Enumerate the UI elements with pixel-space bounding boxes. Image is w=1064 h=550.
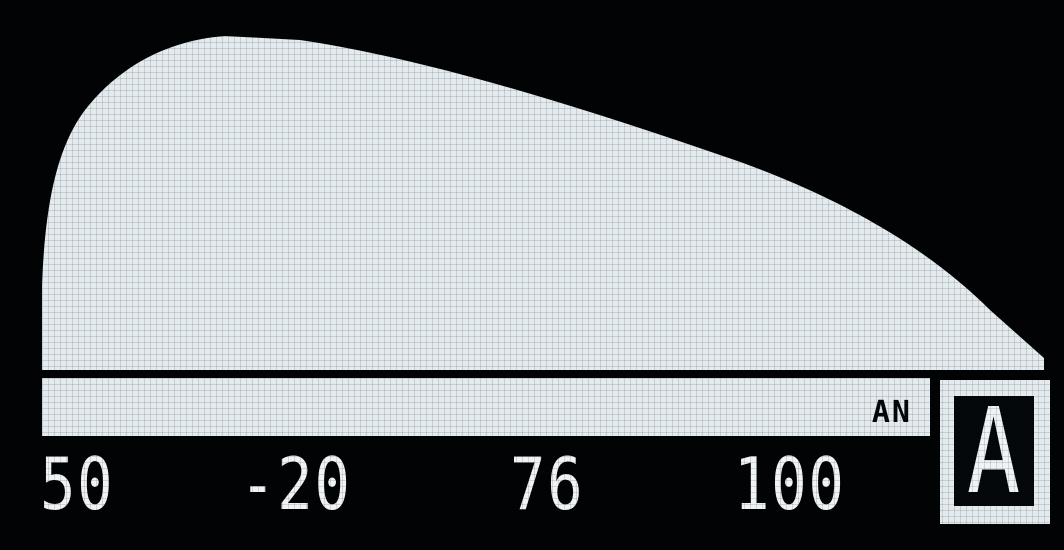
value-4: 100 [734, 442, 846, 526]
value-3: 76 [510, 442, 585, 526]
status-strip: AN [42, 378, 930, 436]
envelope-curve-fill [42, 36, 1044, 370]
mode-badge: A [940, 380, 1050, 524]
mode-badge-frame: A [954, 382, 1034, 520]
value-1: 50 [40, 442, 115, 526]
envelope-graph [42, 36, 1044, 370]
mode-tag: AN [871, 395, 912, 430]
value-2: -20 [240, 442, 352, 526]
mode-letter: A [967, 382, 1021, 520]
